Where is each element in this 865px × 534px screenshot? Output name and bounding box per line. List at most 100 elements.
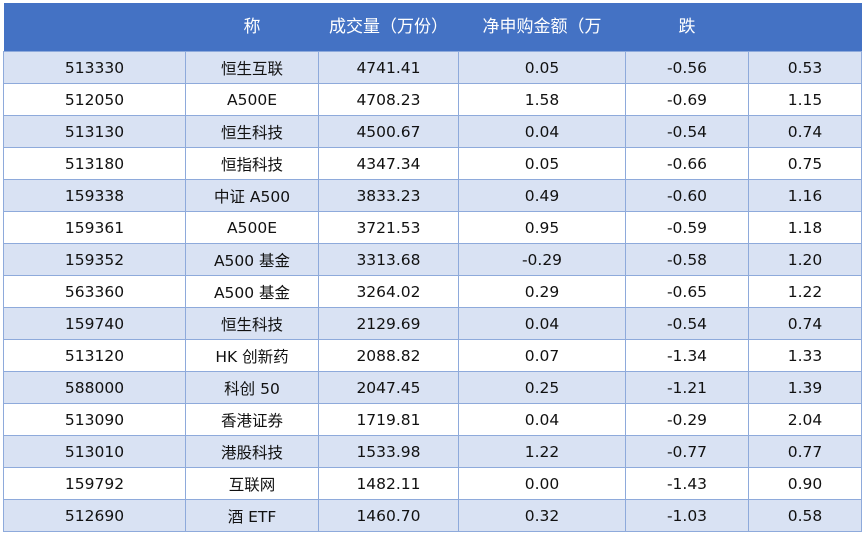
table-cell: -0.77 bbox=[625, 435, 749, 468]
table-row: 513180 恒指科技 4347.34 0.05 -0.66 0.75 bbox=[3, 147, 862, 180]
table-cell: A500E bbox=[185, 211, 319, 244]
table-row: 513330 恒生互联 4741.41 0.05 -0.56 0.53 bbox=[3, 51, 862, 84]
header-row: 称成交量（万份） 净申购金额（万跌 bbox=[3, 3, 862, 52]
table-cell: 0.77 bbox=[748, 435, 862, 468]
table-cell: 1.15 bbox=[748, 83, 862, 116]
table-cell: 0.07 bbox=[458, 339, 626, 372]
table-cell: 513130 bbox=[3, 115, 186, 148]
table-cell: 恒生科技 bbox=[185, 115, 319, 148]
table-cell: 563360 bbox=[3, 275, 186, 308]
table-cell: 159352 bbox=[3, 243, 186, 276]
table-cell: A500 基金 bbox=[185, 275, 319, 308]
table-cell: 3721.53 bbox=[318, 211, 459, 244]
table-cell: 4347.34 bbox=[318, 147, 459, 180]
column-header bbox=[3, 3, 186, 52]
table-cell: 1.58 bbox=[458, 83, 626, 116]
table-cell: -0.56 bbox=[625, 51, 749, 84]
table-cell: 3833.23 bbox=[318, 179, 459, 212]
column-header bbox=[748, 3, 862, 52]
table-row: 588000 科创 50 2047.45 0.25 -1.21 1.39 bbox=[3, 371, 862, 404]
table-cell: HK 创新药 bbox=[185, 339, 319, 372]
table-row: 563360 A500 基金 3264.02 0.29 -0.65 1.22 bbox=[3, 275, 862, 308]
table-cell: 512050 bbox=[3, 83, 186, 116]
column-header: 净申购金额（万 bbox=[458, 3, 626, 52]
table-row: 513130 恒生科技 4500.67 0.04 -0.54 0.74 bbox=[3, 115, 862, 148]
table-row: 159361 A500E 3721.53 0.95 -0.59 1.18 bbox=[3, 211, 862, 244]
table-cell: 1482.11 bbox=[318, 467, 459, 500]
table-cell: 0.74 bbox=[748, 115, 862, 148]
table-cell: 0.04 bbox=[458, 403, 626, 436]
table-cell: -0.29 bbox=[458, 243, 626, 276]
table-cell: 3264.02 bbox=[318, 275, 459, 308]
table-cell: -0.58 bbox=[625, 243, 749, 276]
table-cell: 港股科技 bbox=[185, 435, 319, 468]
table-cell: 513330 bbox=[3, 51, 186, 84]
table-cell: 588000 bbox=[3, 371, 186, 404]
table-cell: 513120 bbox=[3, 339, 186, 372]
table-cell: 0.49 bbox=[458, 179, 626, 212]
table-cell: 1533.98 bbox=[318, 435, 459, 468]
table-cell: -1.34 bbox=[625, 339, 749, 372]
table-cell: 0.05 bbox=[458, 51, 626, 84]
table-cell: 恒生科技 bbox=[185, 307, 319, 340]
table-cell: 1.33 bbox=[748, 339, 862, 372]
table-cell: 互联网 bbox=[185, 467, 319, 500]
table-cell: 0.58 bbox=[748, 499, 862, 532]
table-cell: 0.32 bbox=[458, 499, 626, 532]
table-cell: 0.29 bbox=[458, 275, 626, 308]
table-cell: 159740 bbox=[3, 307, 186, 340]
table-cell: 酒 ETF bbox=[185, 499, 319, 532]
table-cell: -0.54 bbox=[625, 307, 749, 340]
table-cell: 1460.70 bbox=[318, 499, 459, 532]
table-cell: 1.22 bbox=[458, 435, 626, 468]
table-cell: 0.90 bbox=[748, 467, 862, 500]
table-row: 159792 互联网 1482.11 0.00 -1.43 0.90 bbox=[3, 467, 862, 500]
table-cell: -1.03 bbox=[625, 499, 749, 532]
table-cell: 513090 bbox=[3, 403, 186, 436]
table-cell: 恒指科技 bbox=[185, 147, 319, 180]
table-cell: 159792 bbox=[3, 467, 186, 500]
table-row: 159740 恒生科技 2129.69 0.04 -0.54 0.74 bbox=[3, 307, 862, 340]
table-cell: 恒生互联 bbox=[185, 51, 319, 84]
table-cell: 1.20 bbox=[748, 243, 862, 276]
table-cell: 香港证券 bbox=[185, 403, 319, 436]
table-cell: 0.75 bbox=[748, 147, 862, 180]
table-cell: -0.69 bbox=[625, 83, 749, 116]
table-cell: 0.95 bbox=[458, 211, 626, 244]
table-cell: -0.60 bbox=[625, 179, 749, 212]
table-cell: A500 基金 bbox=[185, 243, 319, 276]
table-cell: 1.16 bbox=[748, 179, 862, 212]
table-cell: 4708.23 bbox=[318, 83, 459, 116]
table-cell: -0.65 bbox=[625, 275, 749, 308]
table-cell: -0.54 bbox=[625, 115, 749, 148]
table-cell: 4741.41 bbox=[318, 51, 459, 84]
table-row: 513090 香港证券 1719.81 0.04 -0.29 2.04 bbox=[3, 403, 862, 436]
table-cell: 0.74 bbox=[748, 307, 862, 340]
table-row: 513010 港股科技 1533.98 1.22 -0.77 0.77 bbox=[3, 435, 862, 468]
table-cell: 0.05 bbox=[458, 147, 626, 180]
table-cell: A500E bbox=[185, 83, 319, 116]
table-cell: 中证 A500 bbox=[185, 179, 319, 212]
table-row: 512690 酒 ETF 1460.70 0.32 -1.03 0.58 bbox=[3, 499, 862, 532]
table-cell: 0.04 bbox=[458, 115, 626, 148]
table-cell: -0.29 bbox=[625, 403, 749, 436]
table-cell: 科创 50 bbox=[185, 371, 319, 404]
table-cell: 1.39 bbox=[748, 371, 862, 404]
table-cell: 1.18 bbox=[748, 211, 862, 244]
table-cell: 1.22 bbox=[748, 275, 862, 308]
table-cell: 0.53 bbox=[748, 51, 862, 84]
table-cell: 1719.81 bbox=[318, 403, 459, 436]
table-row: 159352 A500 基金 3313.68 -0.29 -0.58 1.20 bbox=[3, 243, 862, 276]
table-row: 513120 HK 创新药 2088.82 0.07 -1.34 1.33 bbox=[3, 339, 862, 372]
table-cell: 512690 bbox=[3, 499, 186, 532]
table-cell: 513010 bbox=[3, 435, 186, 468]
etf-table: 称成交量（万份） 净申购金额（万跌 513330 恒生互联 4741.41 0.05 -0… bbox=[3, 3, 862, 532]
column-header: 跌 bbox=[625, 3, 749, 52]
column-header: 成交量（万份） bbox=[318, 3, 459, 52]
table-cell: 0.25 bbox=[458, 371, 626, 404]
table-cell: 3313.68 bbox=[318, 243, 459, 276]
table-cell: 2088.82 bbox=[318, 339, 459, 372]
table-cell: 513180 bbox=[3, 147, 186, 180]
table-cell: -0.66 bbox=[625, 147, 749, 180]
column-header: 称 bbox=[185, 3, 319, 52]
